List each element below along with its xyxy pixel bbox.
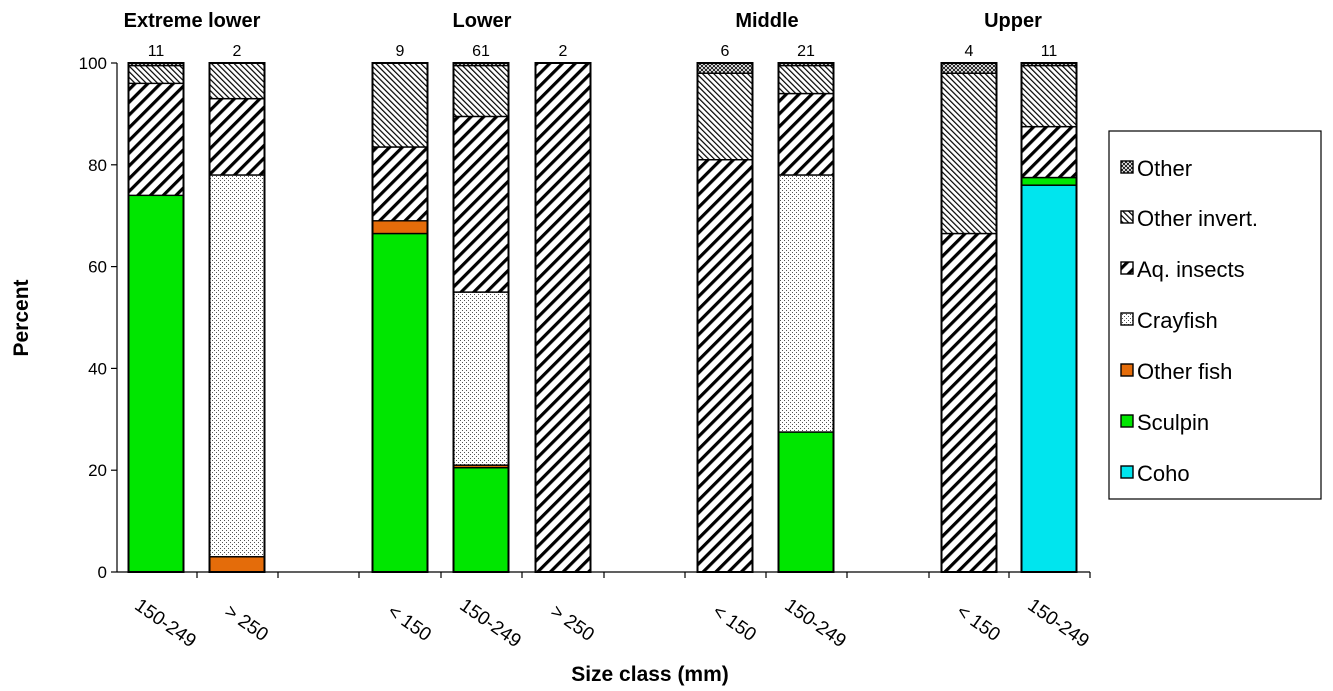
legend-label: Crayfish — [1137, 308, 1218, 333]
x-tick-label: 150-249 — [1024, 595, 1093, 652]
sample-size-label: 2 — [559, 43, 568, 60]
sample-size-label: 11 — [1041, 43, 1058, 60]
y-tick-label: 80 — [88, 156, 107, 175]
bar-segment-other — [696, 62, 754, 74]
legend-label: Sculpin — [1137, 410, 1209, 435]
bar-segment-other-fish — [208, 556, 266, 573]
bar-segment-crayfish — [208, 174, 266, 558]
bar-segment-crayfish — [777, 174, 835, 433]
legend-label: Other — [1137, 156, 1192, 181]
legend-swatch — [1120, 210, 1134, 224]
legend-swatch — [1120, 465, 1134, 479]
legend-box — [1108, 130, 1322, 500]
bar-segment-aq-insects — [534, 62, 592, 573]
bar-segment-other — [940, 62, 998, 74]
bar-segment-sculpin — [127, 194, 185, 573]
legend-label: Other invert. — [1137, 206, 1258, 231]
y-tick-label: 0 — [98, 563, 107, 582]
bar-segment-other-invert — [696, 72, 754, 161]
bar-segment-aq-insects — [777, 92, 835, 176]
bar-segment-other-invert — [1020, 64, 1078, 128]
y-tick-label: 20 — [88, 461, 107, 480]
group-title: Lower — [453, 10, 512, 32]
bar-segment-aq-insects — [696, 159, 754, 573]
bar-segment-coho — [1020, 184, 1078, 573]
bar-segment-other-invert — [127, 64, 185, 85]
x-tick-label: < 150 — [383, 601, 434, 646]
bar-segment-aq-insects — [371, 146, 429, 222]
bar-segment-aq-insects — [1020, 125, 1078, 179]
x-tick-label: < 150 — [708, 601, 759, 646]
group-title: Middle — [735, 10, 798, 32]
bar-segment-sculpin — [452, 466, 510, 573]
sample-size-label: 61 — [472, 43, 490, 60]
bar-segment-aq-insects — [208, 97, 266, 176]
legend-label: Coho — [1137, 461, 1190, 486]
sample-size-label: 11 — [148, 43, 165, 60]
bar-segment-other-invert — [208, 62, 266, 100]
x-tick-label: 150-249 — [456, 595, 525, 652]
bar-segment-sculpin — [371, 232, 429, 573]
group-title: Upper — [984, 10, 1042, 32]
bar-segment-crayfish — [452, 291, 510, 466]
bar-segment-other-invert — [940, 72, 998, 235]
x-tick-label: > 250 — [546, 601, 597, 646]
bar-segment-aq-insects — [940, 232, 998, 573]
bar-segment-aq-insects — [452, 115, 510, 293]
bar-segment-other-invert — [452, 64, 510, 118]
plot-area: 11 2 Extreme lower 9 61 2 Lower 6 21 Middle 4 11 Upp… — [124, 10, 1078, 573]
legend-label: Aq. insects — [1137, 257, 1245, 282]
sample-size-label: 21 — [797, 43, 815, 60]
legend-label: Other fish — [1137, 359, 1232, 384]
x-tick-label: < 150 — [952, 601, 1003, 646]
y-tick-label: 100 — [79, 54, 107, 73]
y-tick-label: 40 — [88, 359, 107, 378]
legend-swatch — [1120, 160, 1134, 174]
legend-swatch — [1120, 261, 1134, 275]
bar-segment-other-fish — [371, 220, 429, 235]
sample-size-label: 9 — [396, 43, 405, 60]
bar-segment-other-invert — [777, 64, 835, 95]
x-tick-label: > 250 — [220, 601, 271, 646]
bar-segment-other-invert — [371, 62, 429, 148]
sample-size-label: 2 — [233, 43, 242, 60]
y-axis-title: Percent — [10, 279, 33, 356]
sample-size-label: 4 — [965, 43, 974, 60]
legend-swatch — [1120, 312, 1134, 326]
sample-size-label: 6 — [721, 43, 730, 60]
bar-segment-sculpin — [1020, 176, 1078, 186]
y-tick-label: 60 — [88, 258, 107, 277]
bar-segment-sculpin — [777, 431, 835, 573]
x-tick-label: 150-249 — [781, 595, 850, 652]
legend-swatch — [1120, 363, 1134, 377]
bar-segment-aq-insects — [127, 82, 185, 197]
x-axis-title: Size class (mm) — [571, 663, 729, 686]
x-tick-label: 150-249 — [131, 595, 200, 652]
legend: Other Other invert. Aq. insects Crayfish Oth… — [1108, 130, 1322, 500]
group-title: Extreme lower — [124, 10, 261, 32]
legend-swatch — [1120, 414, 1134, 428]
